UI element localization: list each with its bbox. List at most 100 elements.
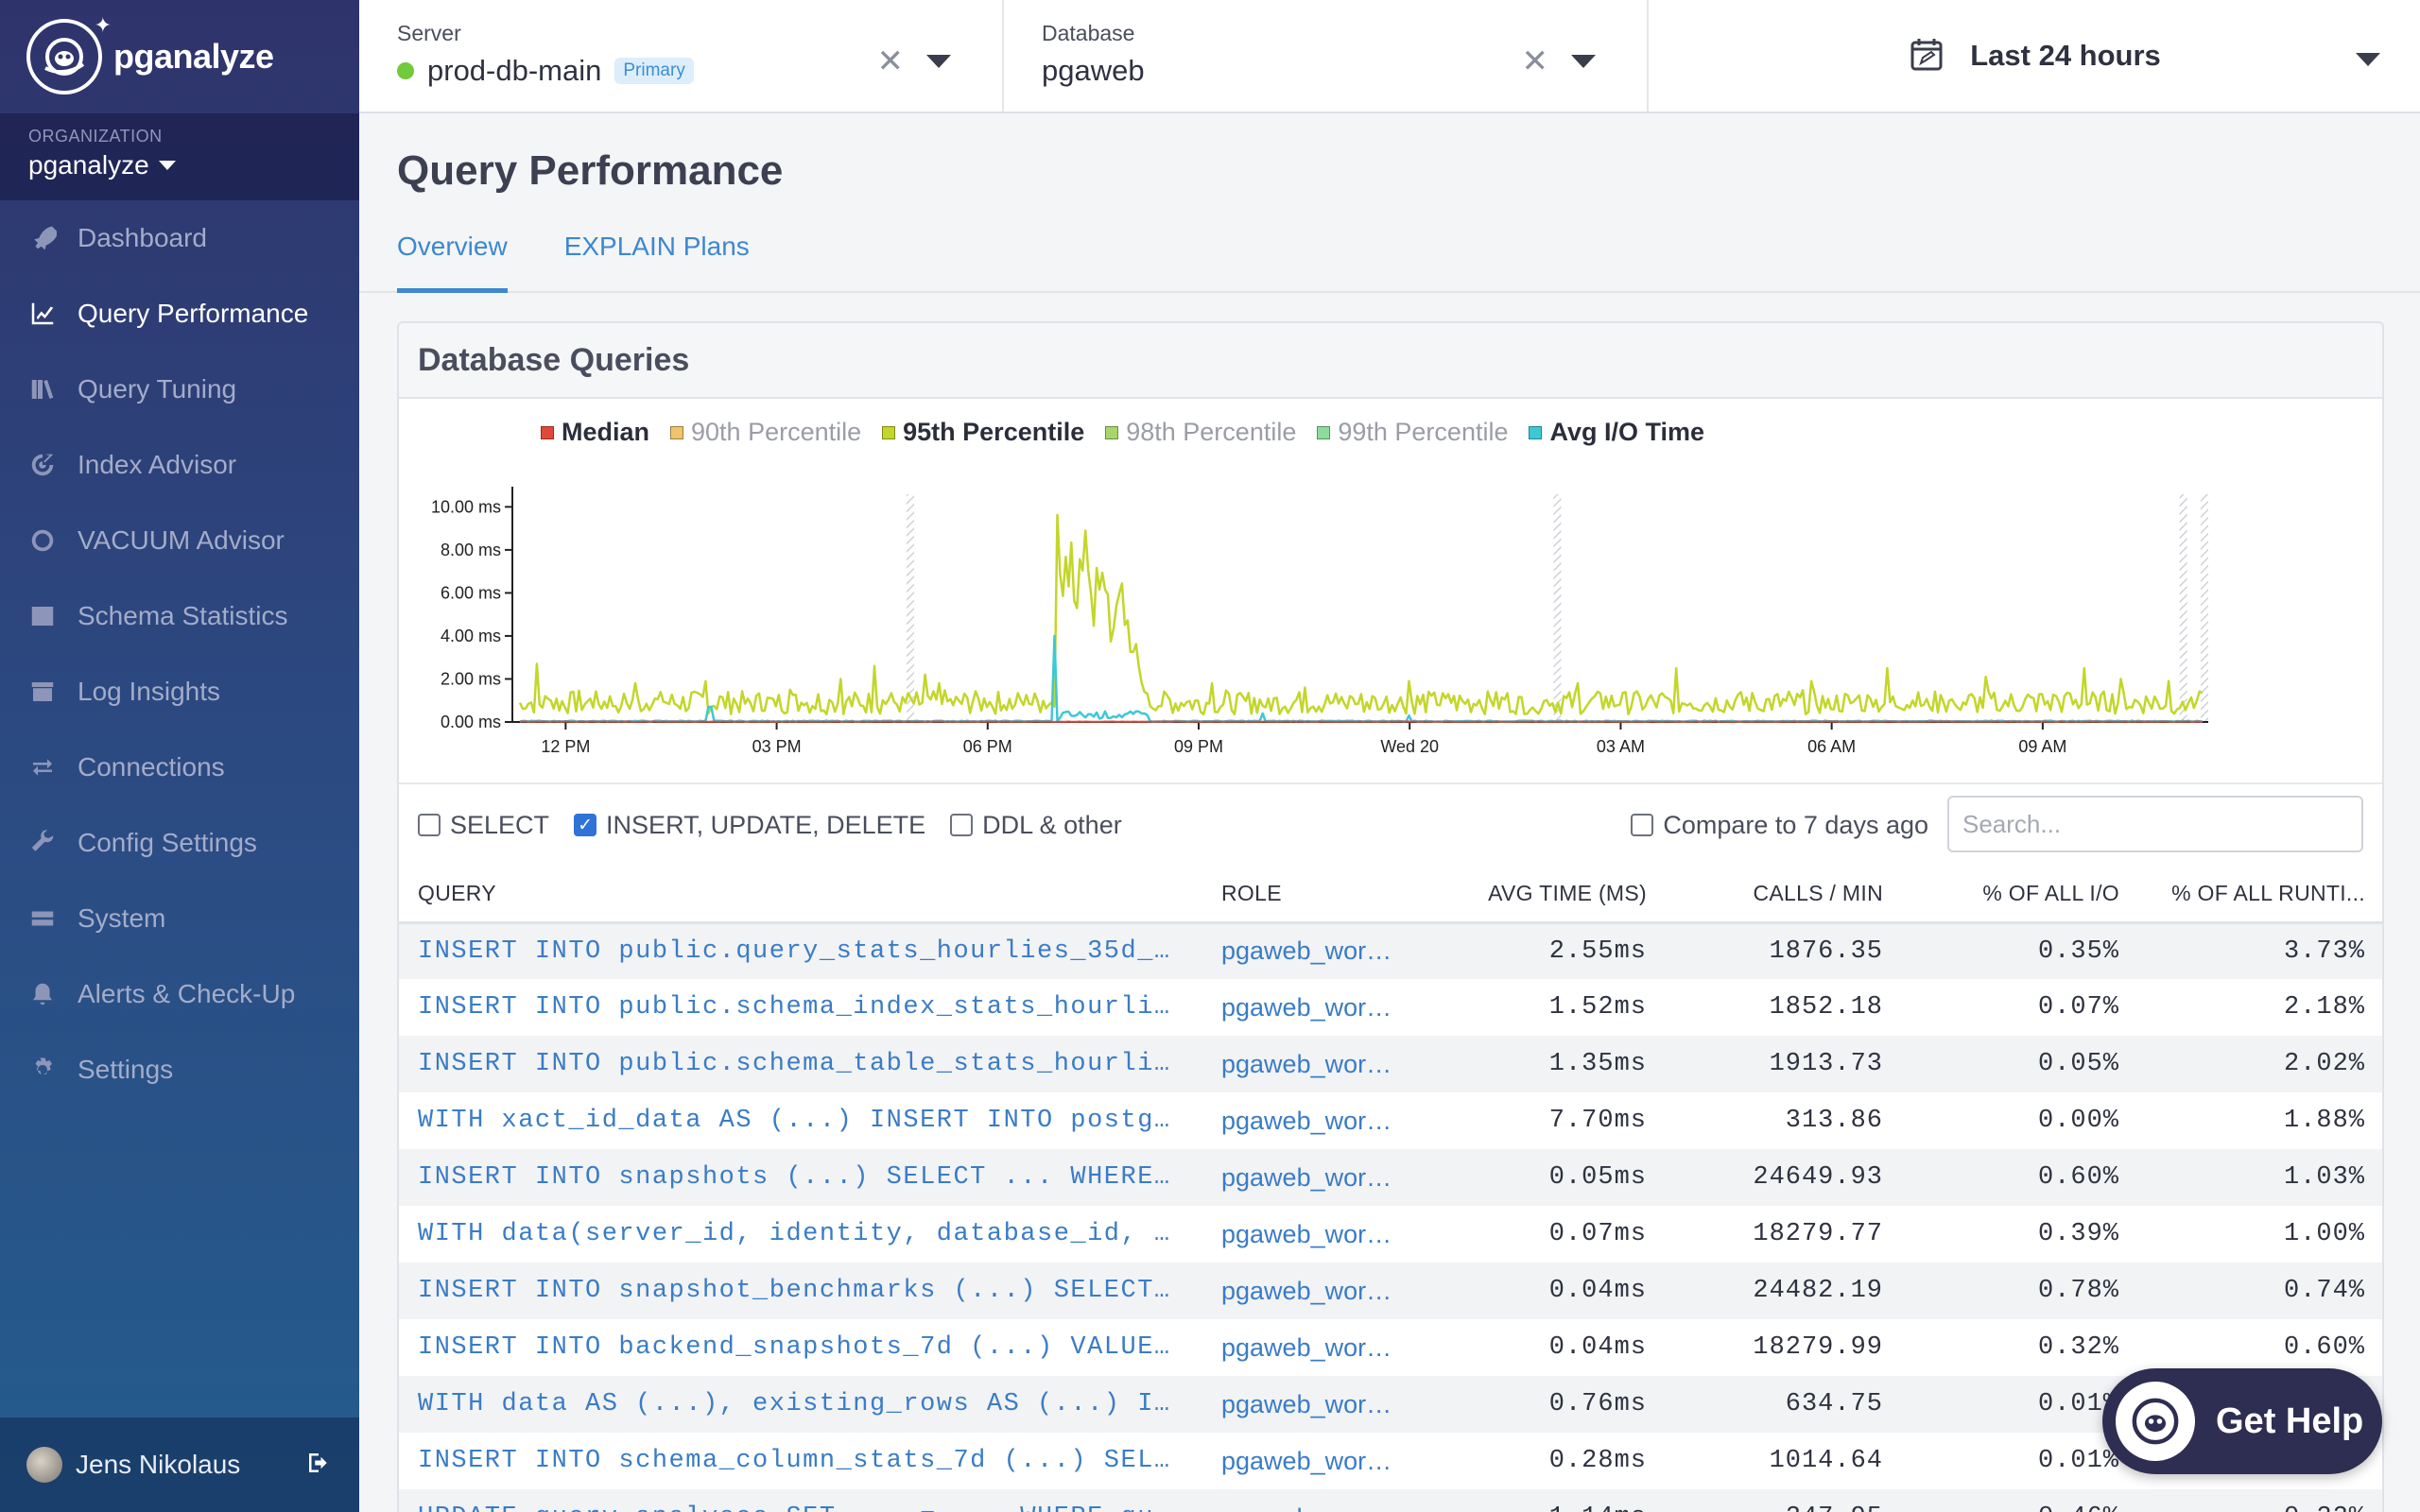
table-row[interactable]: WITH data(server_id, identity, database_… — [399, 1206, 2382, 1263]
server-dropdown-icon[interactable] — [926, 55, 951, 68]
insert-update-delete-checkbox[interactable] — [574, 814, 597, 836]
organization-switcher[interactable]: ORGANIZATION pganalyze — [0, 113, 359, 200]
query-cell[interactable]: INSERT INTO snapshot_benchmarks (...) SE… — [399, 1263, 1202, 1319]
server-selector[interactable]: Server prod-db-main Primary ✕ — [359, 0, 1004, 112]
sidebar-item-alerts-check-up[interactable]: Alerts & Check-Up — [0, 956, 359, 1032]
calls-cell: 24649.93 — [1666, 1149, 1902, 1206]
col-pct-runtime[interactable]: % OF ALL RUNTI... — [2138, 866, 2382, 924]
table-row[interactable]: INSERT INTO public.schema_index_stats_ho… — [399, 979, 2382, 1036]
table-row[interactable]: INSERT INTO public.schema_table_stats_ho… — [399, 1036, 2382, 1092]
role-cell[interactable]: pgaweb_wor… — [1202, 1149, 1420, 1206]
col-avg-time[interactable]: AVG TIME (MS) — [1420, 866, 1666, 924]
query-cell[interactable]: INSERT INTO backend_snapshots_7d (...) V… — [418, 1333, 1202, 1362]
query-cell[interactable]: UPDATE query_analyses SET ... = ... WHER… — [399, 1489, 1202, 1512]
sidebar-item-vacuum-advisor[interactable]: VACUUM Advisor — [0, 503, 359, 578]
sidebar-item-query-tuning[interactable]: Query Tuning — [0, 352, 359, 427]
get-help-button[interactable]: Get Help — [2102, 1368, 2382, 1474]
sidebar-item-connections[interactable]: Connections — [0, 730, 359, 805]
time-range-selector[interactable]: Last 24 hours — [1649, 0, 2420, 112]
database-selector[interactable]: Database pgaweb ✕ — [1004, 0, 1649, 112]
legend-item[interactable]: Median — [541, 418, 649, 447]
legend-item[interactable]: Avg I/O Time — [1529, 418, 1704, 447]
brand[interactable]: ✦ pganalyze — [0, 0, 359, 113]
table-row[interactable]: INSERT INTO snapshots (...) SELECT ... W… — [399, 1149, 2382, 1206]
table-row[interactable]: INSERT INTO schema_column_stats_7d (...)… — [399, 1433, 2382, 1489]
table-row[interactable]: UPDATE query_analyses SET ... = ... WHER… — [399, 1489, 2382, 1512]
time-range-dropdown-icon[interactable] — [2356, 53, 2380, 66]
table-row[interactable]: INSERT INTO public.query_stats_hourlies_… — [399, 922, 2382, 979]
sidebar-item-config-settings[interactable]: Config Settings — [0, 805, 359, 881]
table-row[interactable]: INSERT INTO backend_snapshots_7d (...) V… — [399, 1319, 2382, 1376]
database-dropdown-icon[interactable] — [1571, 55, 1596, 68]
legend-swatch — [1529, 425, 1543, 439]
filter-insert-update-delete[interactable]: INSERT, UPDATE, DELETE — [574, 811, 925, 840]
query-cell[interactable]: INSERT INTO schema_column_stats_7d (...)… — [418, 1447, 1202, 1475]
table-row[interactable]: INSERT INTO snapshot_benchmarks (...) SE… — [399, 1263, 2382, 1319]
calls-cell: 18279.77 — [1753, 1220, 1883, 1248]
sidebar-item-label: Query Tuning — [78, 374, 237, 404]
legend-item[interactable]: 98th Percentile — [1105, 418, 1296, 447]
x-tick-label: 09 PM — [1174, 737, 1223, 756]
sidebar-nav: Dashboard Query Performance Query Tuning In… — [0, 200, 359, 1108]
query-cell[interactable]: INSERT INTO public.schema_index_stats_ho… — [418, 993, 1202, 1022]
filter-select[interactable]: SELECT — [418, 811, 549, 840]
ddl-checkbox[interactable] — [950, 814, 974, 836]
sidebar-item-index-advisor[interactable]: Index Advisor — [0, 427, 359, 503]
role-cell[interactable]: pgaweb_wor… — [1221, 1446, 1392, 1475]
sidebar-item-query-performance[interactable]: Query Performance — [0, 276, 359, 352]
table-row[interactable]: WITH xact_id_data AS (...) INSERT INTO p… — [399, 1092, 2382, 1149]
query-cell[interactable]: INSERT INTO public.schema_table_stats_ho… — [399, 1036, 1202, 1092]
page-title: Query Performance — [397, 147, 784, 194]
pct-io-cell: 0.35% — [1902, 922, 2138, 979]
calls-cell: 1876.35 — [1666, 922, 1902, 979]
role-cell[interactable]: pgaweb_wor… — [1202, 1263, 1420, 1319]
sidebar-item-dashboard[interactable]: Dashboard — [0, 200, 359, 276]
filter-ddl[interactable]: DDL & other — [950, 811, 1122, 840]
sidebar-item-label: System — [78, 903, 166, 933]
sidebar-item-schema-statistics[interactable]: Schema Statistics — [0, 578, 359, 654]
clear-database-icon[interactable]: ✕ — [1521, 43, 1549, 79]
legend-item[interactable]: 99th Percentile — [1317, 418, 1508, 447]
logout-icon[interactable] — [304, 1449, 333, 1482]
compare-checkbox[interactable] — [1631, 814, 1654, 836]
tab-explain-plans[interactable]: EXPLAIN Plans — [563, 232, 750, 261]
col-calls-per-min[interactable]: CALLS / MIN — [1666, 866, 1902, 924]
sidebar-item-log-insights[interactable]: Log Insights — [0, 654, 359, 730]
legend-item[interactable]: 95th Percentile — [882, 418, 1084, 447]
role-cell[interactable]: pgaweb_wor… — [1221, 1106, 1392, 1135]
role-cell[interactable]: pgaweb_wor… — [1221, 992, 1392, 1022]
select-checkbox[interactable] — [418, 814, 441, 836]
tab-overview[interactable]: Overview — [397, 232, 508, 293]
sidebar-item-system[interactable]: System — [0, 881, 359, 956]
col-query[interactable]: QUERY — [399, 866, 1202, 924]
role-cell[interactable]: pgaweb_wor… — [1202, 1376, 1420, 1433]
pct-io-cell: 0.01% — [2037, 1447, 2119, 1475]
col-pct-io[interactable]: % OF ALL I/O — [1902, 866, 2138, 924]
role-cell[interactable]: pgaweb_wor… — [1221, 1219, 1392, 1248]
sidebar-item-label: Connections — [78, 752, 225, 782]
query-cell[interactable]: INSERT INTO public.query_stats_hourlies_… — [399, 922, 1202, 979]
table-row[interactable]: WITH data AS (...), existing_rows AS (..… — [399, 1376, 2382, 1433]
sidebar-item-label: Alerts & Check-Up — [78, 979, 296, 1008]
role-cell[interactable]: pgaweb_wor… — [1221, 1332, 1392, 1362]
clear-server-icon[interactable]: ✕ — [876, 43, 905, 79]
data-gap-marker — [906, 494, 914, 722]
compare-toggle[interactable]: Compare to 7 days ago — [1631, 811, 1928, 840]
query-cell[interactable]: INSERT INTO snapshots (...) SELECT ... W… — [399, 1149, 1202, 1206]
primary-badge: Primary — [614, 58, 694, 84]
avatar[interactable] — [26, 1447, 62, 1483]
col-role[interactable]: ROLE — [1202, 866, 1420, 924]
query-cell[interactable]: WITH data AS (...), existing_rows AS (..… — [399, 1376, 1202, 1433]
brand-name: pganalyze — [113, 37, 274, 76]
role-cell[interactable]: pgaweb_wor… — [1202, 1036, 1420, 1092]
data-gap-marker — [1553, 494, 1562, 722]
sidebar-item-settings[interactable]: Settings — [0, 1032, 359, 1108]
legend-label: 99th Percentile — [1338, 418, 1509, 446]
search-input[interactable] — [1947, 796, 2363, 852]
query-cell[interactable]: WITH xact_id_data AS (...) INSERT INTO p… — [418, 1107, 1202, 1135]
role-cell[interactable]: pgaweb_wor… — [1202, 922, 1420, 979]
role-cell[interactable]: pgaweb_wor… — [1202, 1489, 1420, 1512]
query-cell[interactable]: WITH data(server_id, identity, database_… — [418, 1220, 1202, 1248]
user-name[interactable]: Jens Nikolaus — [76, 1450, 241, 1479]
legend-item[interactable]: 90th Percentile — [670, 418, 861, 447]
